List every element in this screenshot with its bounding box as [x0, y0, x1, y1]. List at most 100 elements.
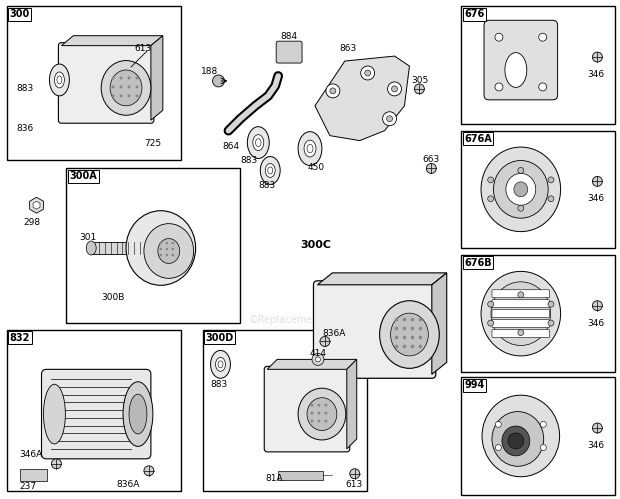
Circle shape	[317, 404, 321, 407]
Ellipse shape	[506, 174, 536, 205]
Circle shape	[136, 76, 138, 79]
Circle shape	[395, 336, 398, 339]
Ellipse shape	[391, 313, 428, 356]
Circle shape	[410, 318, 414, 321]
Circle shape	[539, 33, 547, 41]
Circle shape	[395, 327, 398, 330]
Polygon shape	[267, 359, 356, 369]
Circle shape	[548, 301, 554, 307]
Ellipse shape	[86, 241, 96, 255]
Text: 676B: 676B	[464, 258, 492, 268]
Ellipse shape	[307, 398, 337, 431]
Circle shape	[410, 336, 414, 339]
Text: 676A: 676A	[464, 134, 492, 144]
Text: 663: 663	[422, 156, 440, 165]
Bar	[20, 469, 48, 481]
Ellipse shape	[494, 161, 548, 218]
Text: 237: 237	[20, 482, 37, 491]
Circle shape	[395, 345, 398, 348]
Circle shape	[51, 459, 61, 469]
Bar	[91, 242, 151, 254]
Circle shape	[418, 318, 422, 321]
Circle shape	[418, 327, 422, 330]
FancyBboxPatch shape	[492, 300, 550, 308]
Circle shape	[120, 85, 123, 88]
Text: 613: 613	[134, 44, 151, 53]
Text: 300A: 300A	[69, 172, 97, 182]
Polygon shape	[61, 36, 163, 45]
FancyBboxPatch shape	[42, 369, 151, 459]
Text: 188: 188	[201, 67, 218, 76]
Bar	[203, 329, 366, 491]
Circle shape	[213, 75, 224, 87]
Circle shape	[324, 404, 327, 407]
Ellipse shape	[260, 157, 280, 184]
Polygon shape	[317, 273, 447, 285]
Circle shape	[159, 242, 162, 245]
Circle shape	[128, 85, 130, 88]
Ellipse shape	[211, 350, 231, 378]
Text: 298: 298	[24, 218, 41, 227]
Circle shape	[159, 248, 162, 250]
Ellipse shape	[216, 357, 226, 371]
Ellipse shape	[55, 72, 64, 88]
Circle shape	[311, 420, 314, 423]
Ellipse shape	[481, 271, 560, 356]
FancyBboxPatch shape	[58, 42, 154, 123]
Ellipse shape	[123, 382, 153, 447]
Text: 725: 725	[144, 139, 161, 148]
Text: 883: 883	[211, 380, 228, 389]
Circle shape	[144, 466, 154, 476]
Text: ©ReplacementParts.com: ©ReplacementParts.com	[249, 314, 371, 325]
FancyBboxPatch shape	[264, 366, 350, 452]
Circle shape	[388, 82, 402, 96]
Text: 346A: 346A	[20, 450, 43, 459]
Text: 994: 994	[464, 380, 484, 390]
Ellipse shape	[482, 395, 560, 477]
Circle shape	[495, 83, 503, 91]
Polygon shape	[30, 197, 43, 213]
Circle shape	[365, 70, 371, 76]
Circle shape	[495, 33, 503, 41]
Circle shape	[541, 445, 546, 451]
FancyBboxPatch shape	[276, 41, 302, 63]
Text: 346: 346	[587, 194, 604, 203]
Circle shape	[317, 420, 321, 423]
Ellipse shape	[129, 394, 147, 434]
Circle shape	[172, 253, 174, 256]
Circle shape	[508, 433, 524, 449]
Circle shape	[518, 292, 524, 298]
Ellipse shape	[304, 140, 316, 157]
Circle shape	[324, 412, 327, 415]
Circle shape	[112, 94, 115, 97]
Circle shape	[495, 421, 502, 427]
FancyBboxPatch shape	[492, 319, 550, 327]
Text: 836: 836	[17, 124, 34, 133]
Circle shape	[488, 196, 494, 202]
Bar	[461, 255, 615, 372]
Bar	[66, 169, 241, 322]
FancyBboxPatch shape	[484, 20, 557, 100]
Circle shape	[326, 84, 340, 98]
Circle shape	[166, 253, 168, 256]
Bar	[461, 6, 615, 124]
Ellipse shape	[481, 147, 560, 232]
Circle shape	[593, 177, 603, 186]
Circle shape	[541, 421, 546, 427]
Circle shape	[166, 248, 168, 250]
Text: 414: 414	[310, 349, 327, 358]
Circle shape	[593, 423, 603, 433]
Ellipse shape	[514, 182, 528, 197]
Circle shape	[311, 412, 314, 415]
Ellipse shape	[298, 132, 322, 166]
FancyBboxPatch shape	[314, 281, 436, 378]
Text: 832: 832	[10, 332, 30, 342]
Text: 884: 884	[280, 32, 298, 41]
Circle shape	[410, 327, 414, 330]
Text: 883: 883	[17, 84, 34, 93]
Circle shape	[392, 86, 397, 92]
Text: 883: 883	[259, 181, 275, 190]
Circle shape	[402, 318, 406, 321]
Circle shape	[593, 301, 603, 311]
Circle shape	[539, 83, 547, 91]
